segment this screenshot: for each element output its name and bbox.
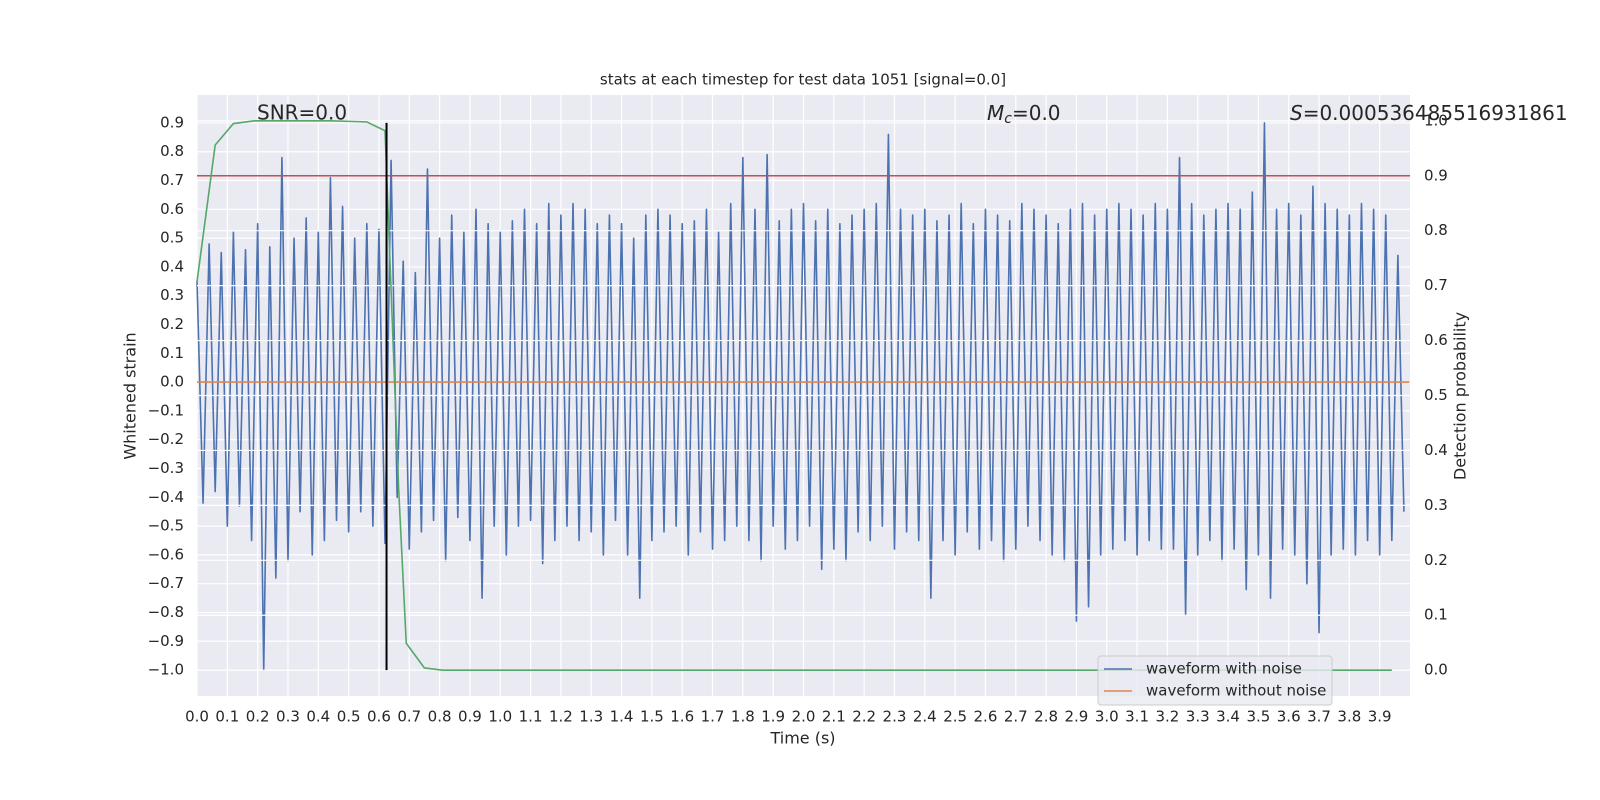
y2-tick-label: 0.0: [1424, 661, 1448, 679]
x-tick-label: 2.5: [943, 708, 967, 726]
x-tick-label: 3.4: [1216, 708, 1240, 726]
y-tick-label: 0.0: [160, 373, 184, 391]
legend-label: waveform without noise: [1146, 682, 1326, 700]
y-tick-label: −1.0: [148, 661, 184, 679]
mc-symbol: M: [987, 101, 1004, 125]
x-tick-label: 0.9: [458, 708, 482, 726]
x-tick-label: 3.1: [1125, 708, 1149, 726]
s-symbol: S: [1290, 101, 1303, 125]
y2-tick-label: 0.5: [1424, 386, 1448, 404]
x-tick-label: 3.2: [1155, 708, 1179, 726]
x-tick-label: 3.6: [1277, 708, 1301, 726]
snr-annotation: SNR=0.0: [257, 101, 347, 125]
y-tick-label: −0.1: [148, 401, 184, 419]
x-tick-label: 2.8: [1034, 708, 1058, 726]
x-axis-label: Time (s): [769, 729, 835, 748]
legend: waveform with noise waveform without nois…: [1097, 655, 1333, 706]
y2-tick-label: 0.2: [1424, 551, 1448, 569]
x-tick-label: 3.7: [1307, 708, 1331, 726]
x-tick-label: 0.8: [428, 708, 452, 726]
y-tick-label: −0.5: [148, 517, 184, 535]
mc-subscript: c: [1004, 111, 1012, 127]
y2-tick-label: 0.7: [1424, 276, 1448, 294]
y-tick-label: 0.3: [160, 286, 184, 304]
x-tick-label: 3.3: [1186, 708, 1210, 726]
legend-box: [1097, 655, 1333, 706]
s-value: =0.000536485516931861: [1303, 101, 1568, 125]
x-tick-label: 0.1: [215, 708, 239, 726]
x-tick-label: 1.9: [761, 708, 785, 726]
y2-tick-label: 0.4: [1424, 441, 1448, 459]
series-line: [196, 120, 1392, 671]
chart-title: stats at each timestep for test data 105…: [600, 71, 1006, 89]
x-tick-label: 0.0: [185, 708, 209, 726]
y-tick-label: −0.6: [148, 545, 184, 563]
x-tick-label: 0.5: [337, 708, 361, 726]
y2-tick-label: 0.8: [1424, 221, 1448, 239]
s-annotation: S=0.000536485516931861: [1290, 101, 1568, 125]
y-tick-label: −0.4: [148, 488, 184, 506]
x-tick-label: 1.1: [519, 708, 543, 726]
x-tick-label: 2.9: [1064, 708, 1088, 726]
y-axis-label: Whitened strain: [121, 332, 140, 459]
legend-label: waveform with noise: [1146, 660, 1302, 678]
x-tick-label: 2.6: [974, 708, 998, 726]
x-tick-label: 3.5: [1246, 708, 1270, 726]
x-tick-label: 0.6: [367, 708, 391, 726]
y-tick-label: −0.7: [148, 574, 184, 592]
y2-axis-label: Detection probability: [1451, 312, 1470, 480]
y-tick-label: 0.6: [160, 200, 184, 218]
x-tick-label: 1.3: [579, 708, 603, 726]
plot-layer: 0.0 0.1 0.2 0.3 0.4 0.5 0.6 0.7 0.8 0.9 1.0 1.1 1.2 1…: [148, 95, 1448, 726]
y-tick-label: 0.7: [160, 171, 184, 189]
x-tick-label: 3.9: [1368, 708, 1392, 726]
x-tick-label: 1.8: [731, 708, 755, 726]
y-tick-label: 0.9: [160, 113, 184, 131]
y-tick-label: 0.2: [160, 315, 184, 333]
x-tick-label: 2.0: [792, 708, 816, 726]
y-tick-label: 0.1: [160, 344, 184, 362]
y-tick-label: −0.3: [148, 459, 184, 477]
x-tick-label: 3.8: [1337, 708, 1361, 726]
mc-annotation: Mc=0.0: [987, 101, 1061, 128]
x-tick-label: 2.7: [1004, 708, 1028, 726]
x-tick-label: 2.1: [822, 708, 846, 726]
y-tick-label: −0.9: [148, 632, 184, 650]
x-tick-label: 0.3: [276, 708, 300, 726]
x-tick-label: 2.3: [883, 708, 907, 726]
y-tick-label: −0.2: [148, 430, 184, 448]
x-tick-label: 2.2: [852, 708, 876, 726]
x-tick-label: 1.4: [610, 708, 634, 726]
y-tick-label: −0.8: [148, 603, 184, 621]
x-tick-label: 2.4: [913, 708, 937, 726]
y-tick-label: 0.4: [160, 257, 184, 275]
annotations: SNR=0.0 Mc=0.0 S=0.000536485516931861: [257, 101, 1568, 128]
y2-tick-label: 1.0: [1424, 111, 1448, 129]
y2-tick-label: 0.6: [1424, 331, 1448, 349]
x-tick-label: 1.0: [488, 708, 512, 726]
y2-tick-label: 0.9: [1424, 166, 1448, 184]
x-tick-label: 1.7: [701, 708, 725, 726]
mc-value: =0.0: [1012, 101, 1061, 125]
y-tick-label: 0.8: [160, 142, 184, 160]
x-tick-label: 3.0: [1095, 708, 1119, 726]
y2-tick-label: 0.1: [1424, 606, 1448, 624]
x-tick-label: 1.6: [670, 708, 694, 726]
x-tick-label: 1.5: [640, 708, 664, 726]
x-tick-label: 0.4: [306, 708, 330, 726]
x-tick-label: 1.2: [549, 708, 573, 726]
x-tick-label: 0.2: [246, 708, 270, 726]
y-tick-label: 0.5: [160, 229, 184, 247]
x-tick-label: 0.7: [397, 708, 421, 726]
y2-tick-label: 0.3: [1424, 496, 1448, 514]
